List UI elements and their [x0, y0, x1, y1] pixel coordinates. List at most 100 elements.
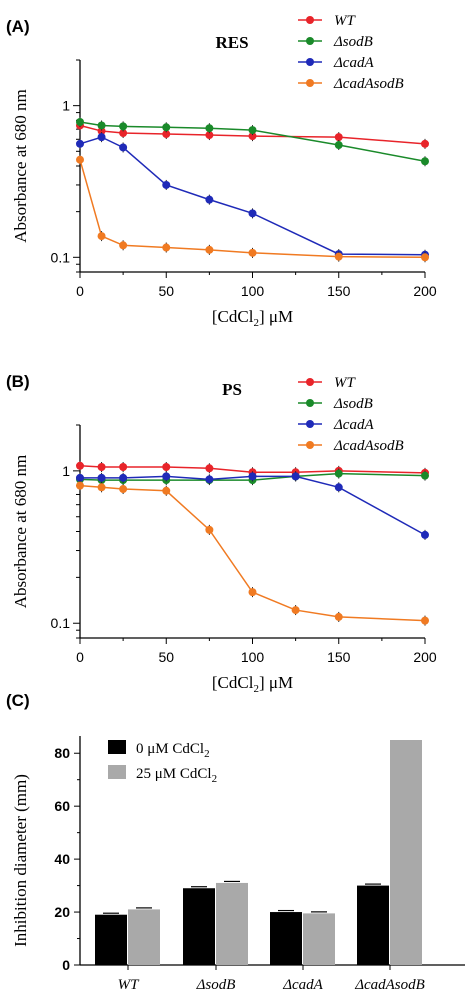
x-tick-label: 100 [241, 649, 265, 665]
series-2 [76, 132, 429, 260]
data-point [421, 471, 429, 480]
data-point [76, 118, 84, 127]
data-point [421, 139, 429, 148]
x-tick-label: 150 [327, 283, 351, 299]
data-point [162, 486, 171, 495]
data-point [334, 252, 343, 261]
legend-label: ΔcadAsodB [333, 76, 404, 92]
data-point [97, 133, 106, 142]
data-point [248, 126, 257, 135]
data-point [162, 243, 171, 252]
x-tick-label: 0 [76, 649, 84, 665]
data-point [119, 122, 128, 131]
data-point [76, 139, 84, 148]
data-point [248, 588, 257, 597]
x-axis-title: [CdCl2] μM [212, 307, 293, 329]
data-point [291, 606, 300, 615]
data-point [162, 180, 171, 189]
y-axis-title: Absorbance at 680 nm [11, 455, 30, 608]
legend-label: WT [334, 13, 356, 29]
bar [303, 913, 335, 965]
series-3 [76, 480, 429, 626]
data-point [248, 209, 257, 218]
legend-swatch-marker [306, 441, 314, 449]
chart-title: PS [222, 380, 242, 399]
chart-title: RES [215, 33, 248, 52]
y-tick-label: 1 [62, 463, 70, 479]
data-point [119, 485, 128, 494]
legend-label: ΔcadA [333, 417, 374, 433]
data-point [162, 130, 171, 139]
x-tick-label: WT [118, 977, 140, 993]
data-point [76, 155, 84, 164]
x-tick-label: 150 [327, 649, 351, 665]
data-point [421, 253, 429, 262]
y-tick-label: 0 [62, 957, 70, 973]
y-axis-title: Absorbance at 680 nm [11, 89, 30, 242]
bar [183, 888, 215, 965]
data-point [162, 472, 171, 481]
data-point [248, 132, 257, 141]
y-tick-label: 0.1 [51, 615, 71, 631]
data-point [334, 133, 343, 142]
y-axis-title: Inhibition diameter (mm) [11, 774, 30, 947]
x-tick-label: 50 [158, 649, 174, 665]
x-axis-title: [CdCl2] μM [212, 673, 293, 695]
legend-swatch-marker [306, 79, 314, 87]
x-tick-label: ΔcadAsodB [354, 977, 425, 993]
legend-label: ΔcadAsodB [333, 438, 404, 454]
legend-swatch [108, 740, 126, 754]
data-point [334, 469, 343, 478]
data-point [97, 463, 106, 472]
data-point [205, 475, 214, 484]
data-point [76, 481, 84, 490]
panel-a: (A) RES 0.1 1 0 50 100 150 200 [CdCl2] μM Absorban… [6, 13, 437, 329]
series-2 [76, 471, 429, 540]
data-point [205, 124, 214, 133]
bar [216, 882, 248, 965]
data-point [421, 530, 429, 539]
legend-label: ΔcadA [333, 55, 374, 71]
legend-label: 0 μM CdCl2 [136, 741, 210, 760]
data-point [334, 612, 343, 621]
x-tick-label: 50 [158, 283, 174, 299]
data-point [76, 473, 84, 482]
y-tick-label: 40 [54, 851, 70, 867]
data-point [205, 131, 214, 140]
legend-label: ΔsodB [333, 34, 373, 50]
panel-label: (C) [6, 691, 30, 710]
series-line [79, 136, 426, 256]
data-point [248, 248, 257, 257]
y-tick-label: 80 [54, 745, 70, 761]
data-point [291, 472, 300, 481]
bar [390, 740, 422, 965]
legend: WT ΔsodB ΔcadA ΔcadAsodB [298, 375, 404, 454]
y-tick-label: 1 [62, 98, 70, 114]
data-point [97, 483, 106, 492]
data-point [162, 123, 171, 132]
data-point [205, 525, 214, 534]
legend-swatch-marker [306, 58, 314, 66]
bar [357, 885, 389, 965]
legend: WT ΔsodB ΔcadA ΔcadAsodB [298, 13, 404, 92]
panel-b: (B) PS 0.1 1 0 50 100 150 200 [CdCl2] μM Absorbanc… [6, 372, 437, 695]
legend-swatch-marker [306, 16, 314, 24]
panel-label: (A) [6, 17, 30, 36]
series-line [80, 475, 426, 536]
series-0 [76, 120, 429, 149]
data-point [162, 463, 171, 472]
bar [270, 912, 302, 965]
legend-swatch-marker [306, 420, 314, 428]
data-point [97, 473, 106, 482]
data-point [205, 464, 214, 473]
series-1 [76, 117, 429, 167]
y-tick-label: 20 [54, 904, 70, 920]
data-point [76, 461, 84, 470]
data-point [205, 245, 214, 254]
data-point [97, 121, 106, 130]
legend-swatch [108, 765, 126, 779]
data-point [119, 463, 128, 472]
data-point [97, 232, 106, 241]
y-tick-label: 0.1 [51, 249, 71, 265]
data-point [334, 483, 343, 492]
